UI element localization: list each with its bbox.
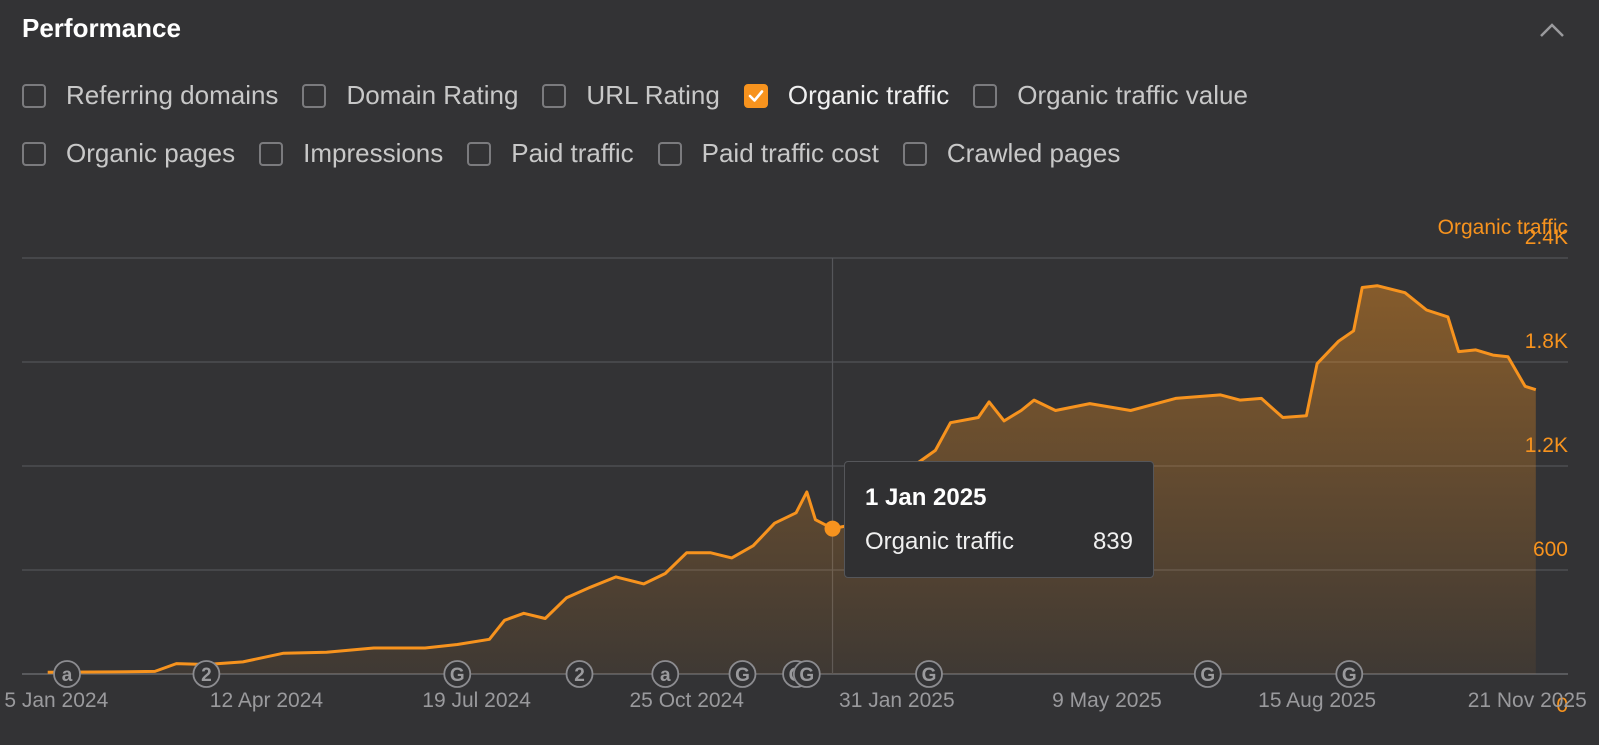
metric-organic-pages[interactable]: Organic pages: [22, 138, 235, 169]
metrics-row-1: Referring domains Domain Rating URL Rati…: [22, 80, 1272, 111]
x-tick-label: 9 May 2025: [1052, 689, 1162, 712]
chevron-up-icon: [1540, 23, 1564, 37]
collapse-button[interactable]: [1536, 14, 1568, 46]
series-area: [47, 285, 1536, 674]
x-tick-label: 21 Nov 2025: [1468, 689, 1587, 712]
y-tick-label: 0: [1556, 694, 1568, 717]
tooltip-date: 1 Jan 2025: [865, 484, 987, 511]
x-tick-label: 5 Jan 2024: [4, 689, 108, 712]
metric-label: Crawled pages: [946, 138, 1121, 168]
annotation-label: a: [660, 665, 671, 686]
annotation-marker-icon[interactable]: G: [1193, 660, 1222, 688]
x-tick-label: 25 Oct 2024: [630, 689, 745, 712]
y-tick-label: 1.8K: [1525, 330, 1568, 353]
annotation-label: 2: [574, 665, 585, 686]
metric-label: URL Rating: [586, 80, 720, 110]
annotation-marker-icon[interactable]: 2: [192, 660, 221, 688]
x-tick-label: 12 Apr 2024: [210, 689, 324, 712]
checkbox-checked[interactable]: [743, 83, 768, 108]
metric-label: Paid traffic: [511, 138, 634, 168]
metric-domain-rating[interactable]: Domain Rating: [302, 80, 518, 111]
annotation-marker-icon[interactable]: G: [915, 660, 943, 688]
annotation-label: 2: [201, 665, 212, 686]
metric-label: Impressions: [303, 138, 444, 168]
annotation-label: G: [450, 665, 465, 686]
metric-label: Paid traffic cost: [701, 138, 879, 168]
annotation-label: a: [62, 665, 73, 686]
annotation-marker-icon[interactable]: a: [53, 660, 81, 688]
performance-title: Performance: [22, 13, 181, 43]
x-tick-label: 31 Jan 2025: [839, 689, 955, 712]
checkbox[interactable]: [259, 141, 284, 166]
metric-crawled-pages[interactable]: Crawled pages: [902, 138, 1121, 169]
checkbox[interactable]: [973, 83, 998, 108]
metric-url-rating[interactable]: URL Rating: [542, 80, 720, 111]
annotation-label: G: [1342, 665, 1357, 686]
checkbox[interactable]: [542, 83, 567, 108]
annotation-marker-icon[interactable]: G: [728, 660, 757, 688]
y-tick-label: 2.4K: [1525, 226, 1568, 249]
y-tick-label: 600: [1533, 538, 1568, 561]
checkbox[interactable]: [22, 83, 46, 108]
metric-paid-traffic-cost[interactable]: Paid traffic cost: [657, 138, 879, 169]
metric-label: Referring domains: [66, 80, 279, 110]
metric-label: Organic traffic: [787, 80, 950, 110]
annotation-marker-icon[interactable]: G: [792, 660, 821, 688]
annotation-label: G: [1200, 665, 1215, 686]
metric-label: Organic pages: [66, 138, 236, 168]
annotation-label: G: [799, 665, 814, 686]
annotation-label: G: [922, 665, 937, 686]
annotation-marker-icon[interactable]: G: [1335, 660, 1364, 688]
metric-impressions[interactable]: Impressions: [259, 138, 443, 169]
checkbox[interactable]: [657, 141, 682, 166]
checkbox[interactable]: [467, 141, 492, 166]
tooltip-series-label: Organic traffic: [865, 528, 1014, 555]
x-tick-label: 15 Aug 2025: [1258, 689, 1376, 712]
checkbox[interactable]: [22, 141, 46, 166]
tooltip-value: 839: [1092, 528, 1133, 555]
metric-organic-traffic-value[interactable]: Organic traffic value: [973, 80, 1248, 111]
x-tick-label: 19 Jul 2024: [422, 689, 531, 712]
checkbox[interactable]: [902, 141, 927, 166]
y-axis-title: Organic traffic: [1438, 216, 1568, 239]
annotation-marker-icon[interactable]: 2: [565, 660, 594, 688]
checkbox[interactable]: [302, 83, 327, 108]
metric-label: Domain Rating: [346, 80, 519, 110]
highlight-point[interactable]: [824, 520, 841, 537]
annotation-label: G: [735, 665, 750, 686]
metric-organic-traffic[interactable]: Organic traffic: [743, 80, 950, 111]
metric-referring-domains[interactable]: Referring domains: [22, 80, 278, 111]
checkmark-icon: [748, 89, 764, 102]
metrics-row-2: Organic pages Impressions Paid traffic P…: [22, 138, 1144, 169]
annotation-marker-icon[interactable]: G: [443, 660, 472, 688]
chart-tooltip: 1 Jan 2025 Organic traffic 839: [844, 461, 1154, 578]
metric-paid-traffic[interactable]: Paid traffic: [467, 138, 634, 169]
annotation-marker-icon[interactable]: a: [651, 660, 680, 688]
metric-label: Organic traffic value: [1017, 80, 1248, 110]
